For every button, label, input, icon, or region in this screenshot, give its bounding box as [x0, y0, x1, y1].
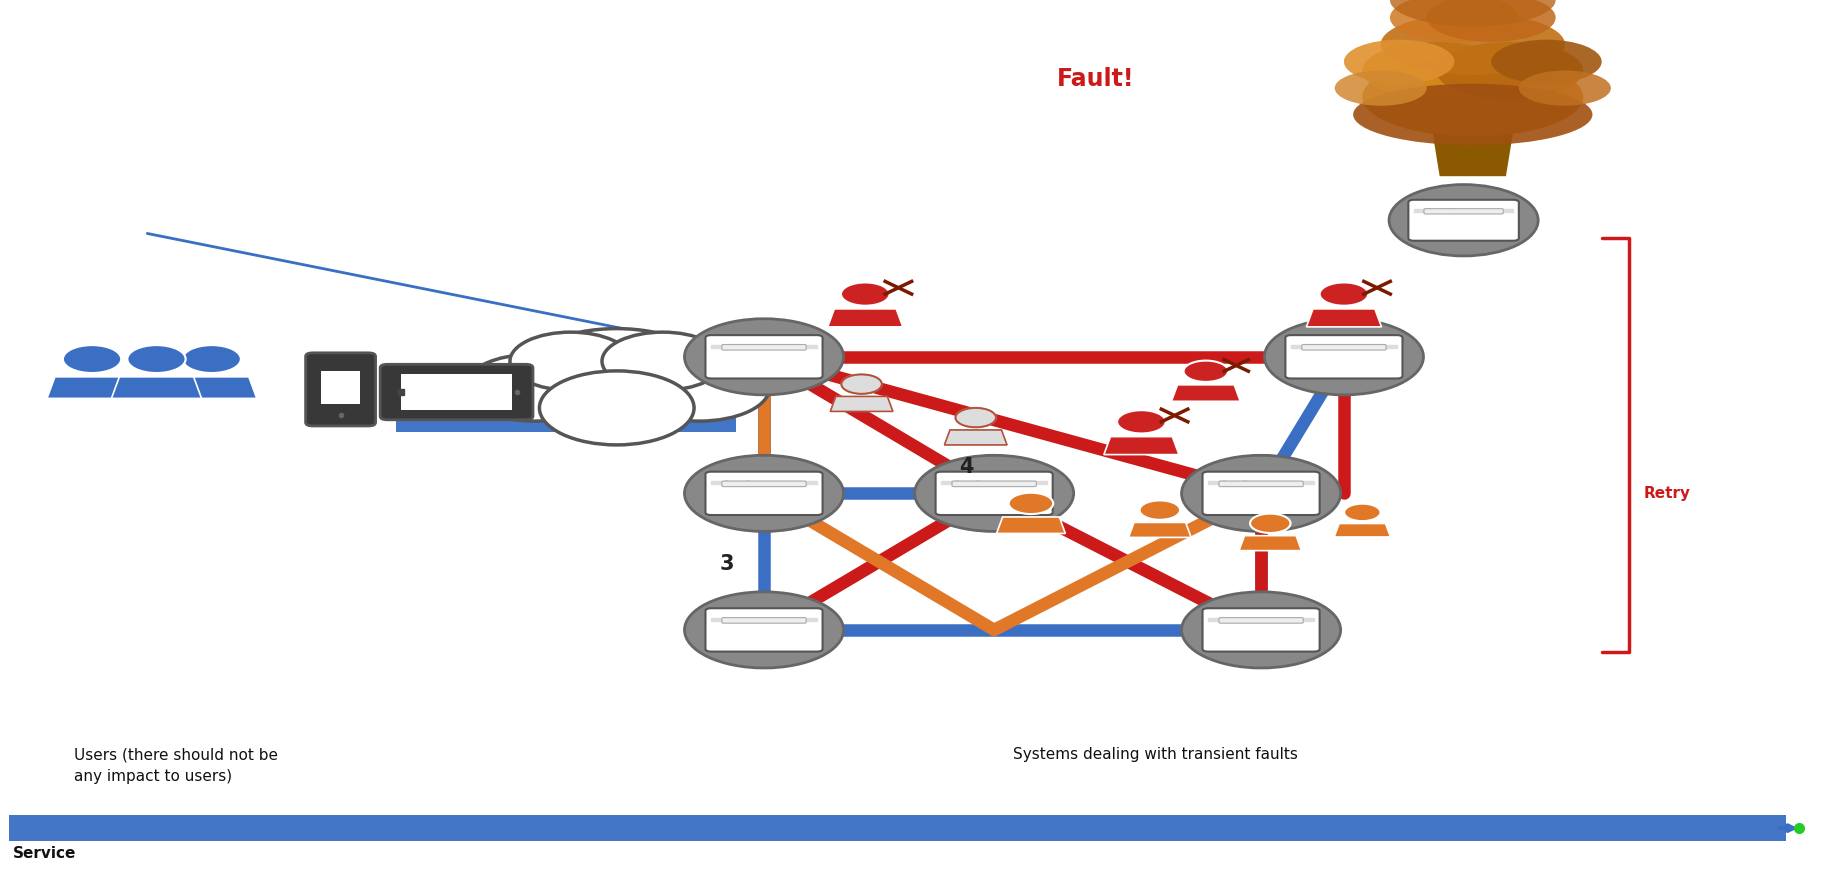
Circle shape: [1184, 360, 1228, 382]
FancyBboxPatch shape: [1285, 335, 1403, 379]
Circle shape: [722, 344, 731, 348]
Circle shape: [630, 354, 770, 421]
Circle shape: [1320, 283, 1368, 306]
Circle shape: [1182, 592, 1340, 668]
Circle shape: [841, 283, 889, 306]
Polygon shape: [828, 309, 902, 327]
Ellipse shape: [1436, 41, 1583, 100]
Circle shape: [1241, 618, 1250, 621]
Circle shape: [63, 345, 122, 373]
Circle shape: [952, 481, 961, 485]
FancyBboxPatch shape: [1202, 608, 1320, 652]
Circle shape: [1344, 504, 1381, 522]
Circle shape: [1250, 514, 1291, 533]
Ellipse shape: [1390, 0, 1519, 41]
FancyBboxPatch shape: [379, 365, 532, 419]
Text: Fault!: Fault!: [1057, 67, 1134, 92]
Circle shape: [1140, 500, 1180, 520]
Text: Retry: Retry: [1644, 485, 1692, 501]
Polygon shape: [1335, 523, 1390, 537]
FancyBboxPatch shape: [722, 344, 806, 350]
Ellipse shape: [1335, 70, 1427, 106]
Bar: [320, 371, 359, 403]
Ellipse shape: [1390, 0, 1556, 26]
Polygon shape: [1105, 437, 1178, 455]
Ellipse shape: [1427, 0, 1556, 41]
Polygon shape: [1171, 385, 1241, 401]
Polygon shape: [48, 377, 136, 398]
Circle shape: [464, 354, 604, 421]
Polygon shape: [944, 430, 1007, 445]
Circle shape: [510, 332, 631, 390]
Text: 4: 4: [959, 457, 974, 477]
Text: any impact to users): any impact to users): [74, 769, 232, 784]
Polygon shape: [1427, 97, 1519, 176]
Bar: [9, 815, 1786, 841]
Circle shape: [955, 408, 996, 427]
Ellipse shape: [1362, 41, 1510, 100]
Polygon shape: [112, 377, 201, 398]
Circle shape: [521, 329, 712, 420]
Bar: [396, 370, 736, 432]
Text: Service: Service: [13, 846, 75, 861]
FancyBboxPatch shape: [935, 471, 1053, 515]
Text: 3: 3: [720, 554, 735, 574]
Text: Systems dealing with transient faults: Systems dealing with transient faults: [1013, 747, 1298, 762]
Ellipse shape: [1344, 40, 1454, 84]
Ellipse shape: [1519, 70, 1611, 106]
FancyBboxPatch shape: [1302, 344, 1386, 350]
FancyBboxPatch shape: [1202, 471, 1320, 515]
FancyBboxPatch shape: [952, 481, 1036, 486]
Circle shape: [744, 618, 753, 621]
Ellipse shape: [1362, 57, 1583, 137]
FancyBboxPatch shape: [1219, 618, 1303, 623]
Circle shape: [1117, 411, 1165, 433]
Circle shape: [744, 481, 753, 485]
Circle shape: [539, 371, 694, 445]
Circle shape: [974, 481, 983, 485]
Circle shape: [685, 592, 843, 668]
FancyBboxPatch shape: [1408, 200, 1519, 241]
Circle shape: [1009, 492, 1053, 514]
Circle shape: [182, 345, 241, 373]
Polygon shape: [1239, 536, 1302, 551]
FancyBboxPatch shape: [1423, 209, 1504, 214]
Circle shape: [1265, 319, 1423, 395]
Polygon shape: [830, 396, 893, 411]
FancyBboxPatch shape: [722, 618, 806, 623]
Circle shape: [1219, 618, 1228, 621]
Ellipse shape: [1381, 13, 1565, 75]
Circle shape: [127, 345, 186, 373]
Circle shape: [722, 618, 731, 621]
Circle shape: [1182, 455, 1340, 531]
Circle shape: [915, 455, 1073, 531]
FancyBboxPatch shape: [1219, 481, 1303, 486]
Circle shape: [1324, 344, 1333, 348]
FancyBboxPatch shape: [705, 608, 823, 652]
Circle shape: [1219, 481, 1228, 485]
FancyBboxPatch shape: [306, 353, 376, 426]
Ellipse shape: [1491, 40, 1602, 84]
FancyBboxPatch shape: [705, 335, 823, 379]
Circle shape: [841, 374, 882, 394]
Circle shape: [744, 344, 753, 348]
Text: Users (there should not be: Users (there should not be: [74, 747, 278, 762]
Ellipse shape: [1353, 84, 1592, 145]
Circle shape: [685, 319, 843, 395]
Circle shape: [1241, 481, 1250, 485]
Circle shape: [1302, 344, 1311, 348]
Polygon shape: [1129, 522, 1191, 537]
Circle shape: [1388, 184, 1537, 256]
Circle shape: [1445, 208, 1453, 212]
Circle shape: [685, 455, 843, 531]
FancyBboxPatch shape: [722, 481, 806, 486]
Polygon shape: [996, 517, 1066, 533]
Polygon shape: [168, 377, 256, 398]
Bar: [401, 374, 512, 411]
Circle shape: [602, 332, 724, 390]
Circle shape: [722, 481, 731, 485]
Circle shape: [1425, 208, 1432, 212]
FancyBboxPatch shape: [705, 471, 823, 515]
Polygon shape: [1307, 309, 1381, 327]
